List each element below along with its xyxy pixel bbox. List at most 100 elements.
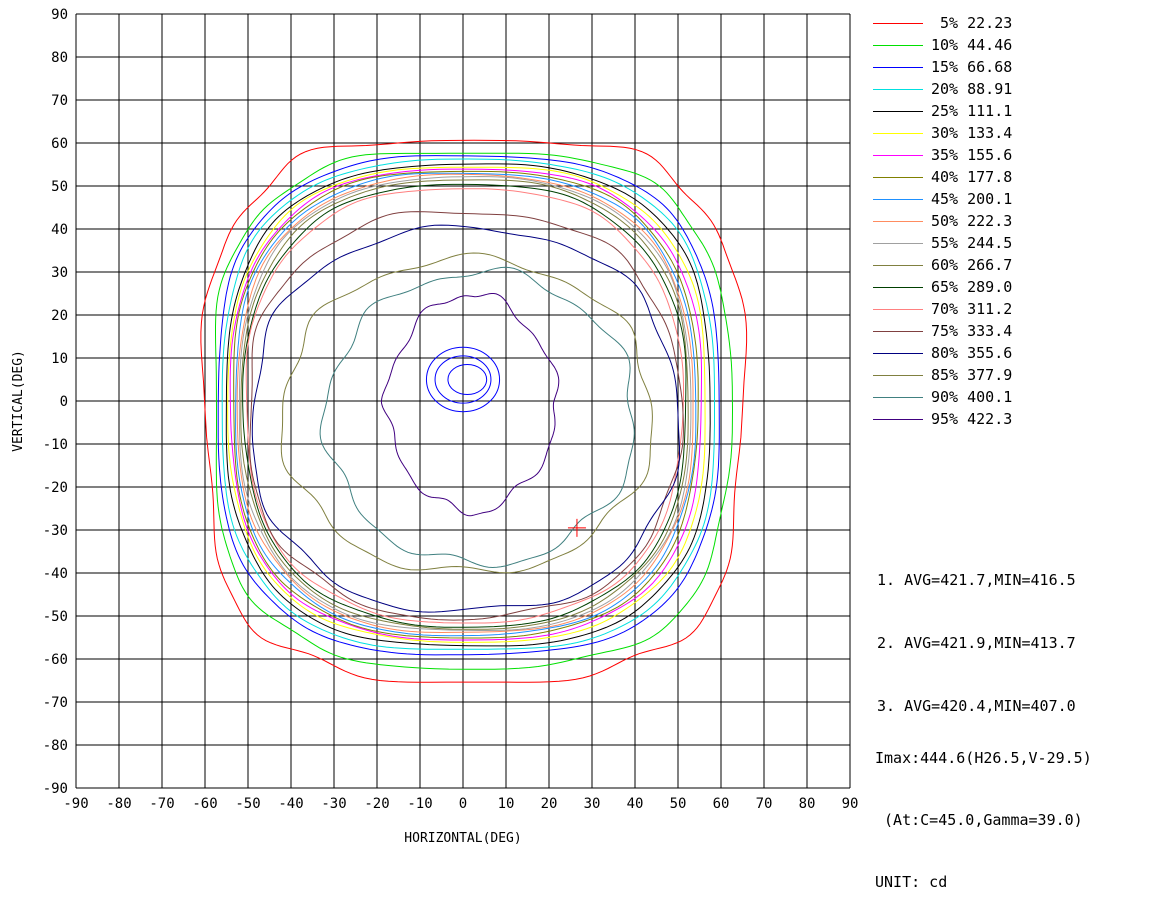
- x-tick-label: 80: [799, 796, 816, 812]
- y-tick-label: -40: [43, 566, 68, 582]
- contour-line: [229, 168, 702, 641]
- legend-label: 80% 355.6: [931, 344, 1013, 362]
- x-tick-label: 10: [498, 796, 515, 812]
- y-tick-label: 90: [51, 7, 68, 23]
- y-tick-label: -30: [43, 523, 68, 539]
- x-tick-label: 0: [459, 796, 467, 812]
- hotspot-ring: [447, 363, 488, 396]
- legend-swatch: [873, 132, 923, 134]
- legend-label: 90% 400.1: [931, 388, 1013, 406]
- legend-swatch: [873, 286, 923, 288]
- legend-swatch: [873, 264, 923, 266]
- legend-item: 15% 66.68: [873, 56, 1012, 78]
- legend-item: 70% 311.2: [873, 298, 1012, 320]
- legend-label: 20% 88.91: [931, 80, 1013, 98]
- y-tick-label: 70: [51, 93, 68, 109]
- legend-label: 15% 66.68: [931, 58, 1013, 76]
- legend-item: 90% 400.1: [873, 386, 1012, 408]
- legend-swatch: [873, 374, 923, 376]
- legend-swatch: [873, 110, 923, 112]
- x-tick-labels: -90 -80 -70 -60 -50 -40 -30 -20 -10 0 10 20 30 40 50 60…: [63, 796, 858, 812]
- legend-item: 35% 155.6: [873, 144, 1012, 166]
- x-tick-label: -40: [278, 796, 303, 812]
- x-axis-title: HORIZONTAL(DEG): [404, 831, 521, 846]
- contour-line: [319, 266, 635, 569]
- contour-line: [238, 175, 692, 631]
- contour-line: [242, 183, 687, 628]
- contour-line: [233, 170, 699, 639]
- legend-swatch: [873, 198, 923, 200]
- legend-label: 70% 311.2: [931, 300, 1013, 318]
- legend-swatch: [873, 418, 923, 420]
- legend-item: 10% 44.46: [873, 34, 1012, 56]
- hotspot-rings: [425, 346, 501, 413]
- y-tick-label: 80: [51, 50, 68, 66]
- contour-line: [227, 166, 706, 643]
- y-tick-label: -60: [43, 652, 68, 668]
- x-tick-label: 50: [670, 796, 687, 812]
- info-block: Imax:444.6(H26.5,V-29.5) (At:C=45.0,Gamm…: [875, 712, 1092, 916]
- legend-swatch: [873, 352, 923, 354]
- y-tick-label: -10: [43, 437, 68, 453]
- legend: 5% 22.23 10% 44.46 15% 66.68 20% 88.91 25% 1…: [873, 12, 1012, 430]
- contour-line: [280, 252, 653, 574]
- y-tick-label: 30: [51, 265, 68, 281]
- legend-swatch: [873, 88, 923, 90]
- contour-line: [217, 155, 720, 656]
- legend-item: 25% 111.1: [873, 100, 1012, 122]
- x-tick-label: -50: [235, 796, 260, 812]
- stat-line: 2. AVG=421.9,MIN=413.7: [877, 634, 1076, 652]
- legend-label: 65% 289.0: [931, 278, 1013, 296]
- x-tick-label: 20: [541, 796, 558, 812]
- legend-swatch: [873, 242, 923, 244]
- contour-line: [200, 139, 748, 683]
- y-tick-label: 0: [60, 394, 68, 410]
- legend-swatch: [873, 176, 923, 178]
- x-tick-label: -30: [321, 796, 346, 812]
- legend-swatch: [873, 308, 923, 310]
- legend-swatch: [873, 66, 923, 68]
- legend-item: 95% 422.3: [873, 408, 1012, 430]
- legend-label: 25% 111.1: [931, 102, 1013, 120]
- at-text: (At:C=45.0,Gamma=39.0): [875, 811, 1083, 829]
- x-tick-label: 70: [756, 796, 773, 812]
- unit-text: UNIT: cd: [875, 873, 948, 891]
- contour-line: [240, 179, 689, 630]
- stat-line: 3. AVG=420.4,MIN=407.0: [877, 697, 1076, 715]
- x-tick-label: 40: [627, 796, 644, 812]
- legend-label: 40% 177.8: [931, 168, 1013, 186]
- legend-label: 5% 22.23: [931, 14, 1013, 32]
- x-tick-label: -80: [106, 796, 131, 812]
- legend-label: 95% 422.3: [931, 410, 1013, 428]
- contour-line: [249, 211, 684, 621]
- legend-item: 5% 22.23: [873, 12, 1012, 34]
- legend-item: 55% 244.5: [873, 232, 1012, 254]
- legend-item: 65% 289.0: [873, 276, 1012, 298]
- x-tick-label: -20: [364, 796, 389, 812]
- contour-lines: [200, 139, 748, 683]
- legend-item: 85% 377.9: [873, 364, 1012, 386]
- stats-block: 1. AVG=421.7,MIN=416.5 2. AVG=421.9,MIN=…: [877, 528, 1076, 738]
- legend-swatch: [873, 44, 923, 46]
- legend-item: 50% 222.3: [873, 210, 1012, 232]
- contour-line: [225, 163, 711, 647]
- x-tick-label: -70: [149, 796, 174, 812]
- legend-label: 10% 44.46: [931, 36, 1013, 54]
- contour-line: [236, 173, 694, 634]
- y-tick-label: -50: [43, 609, 68, 625]
- y-tick-label: -20: [43, 480, 68, 496]
- contour-line: [215, 152, 734, 670]
- y-tick-label: 60: [51, 136, 68, 152]
- x-tick-label: -90: [63, 796, 88, 812]
- y-tick-label: -90: [43, 781, 68, 797]
- legend-item: 40% 177.8: [873, 166, 1012, 188]
- legend-label: 35% 155.6: [931, 146, 1013, 164]
- contour-line: [221, 158, 715, 650]
- legend-item: 45% 200.1: [873, 188, 1012, 210]
- hotspot-ring: [425, 346, 501, 413]
- y-tick-labels: 90 80 70 60 50 40 30 20 10 0 -10 -20 -30 -40 -50 -60 -70…: [43, 7, 68, 797]
- x-tick-label: -10: [407, 796, 432, 812]
- legend-label: 50% 222.3: [931, 212, 1013, 230]
- imax-text: Imax:444.6(H26.5,V-29.5): [875, 749, 1092, 767]
- hotspot-ring: [434, 355, 492, 404]
